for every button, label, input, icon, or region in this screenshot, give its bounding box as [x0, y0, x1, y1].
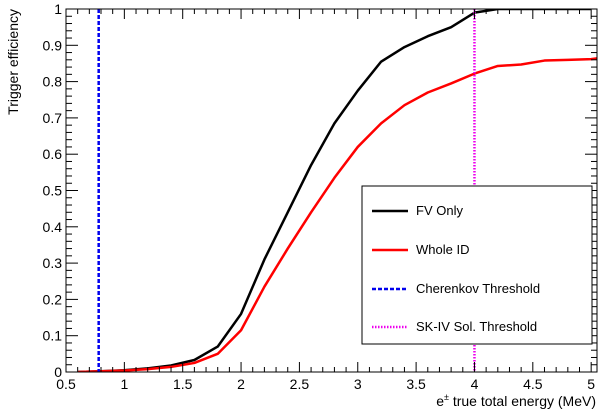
- series-whole-id: [77, 57, 597, 372]
- x-tick-label: 3.5: [406, 376, 426, 392]
- x-tick-label: 5: [587, 376, 595, 392]
- x-axis-title-rest: true total energy (MeV): [449, 393, 596, 409]
- legend-label-fv-only: FV Only: [416, 203, 463, 218]
- x-tick-label: 4.5: [523, 376, 543, 392]
- legend: FV Only Whole ID Cherenkov Threshold SK-…: [361, 185, 593, 345]
- y-tick-label: 0.9: [43, 37, 63, 53]
- y-tick-label: 0.2: [43, 291, 63, 307]
- y-tick-label: 0.6: [43, 146, 63, 162]
- x-tick-label: 4: [471, 376, 479, 392]
- y-tick-label: 0.3: [43, 255, 63, 271]
- y-tick-label: 0.5: [43, 183, 63, 199]
- axis-ticks: [65, 8, 597, 373]
- x-axis-title: e± true total energy (MeV): [436, 392, 596, 409]
- y-axis-title: Trigger efficiency: [5, 9, 21, 115]
- y-tick-label: 0.4: [43, 219, 63, 235]
- legend-label-whole-id: Whole ID: [416, 242, 469, 257]
- x-tick-label: 2: [237, 376, 245, 392]
- x-tick-label: 3: [354, 376, 362, 392]
- x-axis-title-base: e: [436, 393, 444, 409]
- legend-label-cherenkov: Cherenkov Threshold: [416, 281, 540, 296]
- legend-box: [361, 185, 593, 345]
- y-tick-label: 0.8: [43, 74, 63, 90]
- y-tick-label: 1: [54, 1, 62, 17]
- y-tick-label: 0.7: [43, 110, 63, 126]
- y-tick-label: 0.1: [43, 328, 63, 344]
- y-tick-label: 0: [54, 364, 62, 380]
- x-tick-label: 2.5: [290, 376, 310, 392]
- x-tick-label: 1: [120, 376, 128, 392]
- x-tick-label: 0.5: [56, 376, 76, 392]
- x-tick-label: 1.5: [173, 376, 193, 392]
- legend-label-sk-iv: SK-IV Sol. Threshold: [416, 319, 537, 334]
- tick-labels: 0.5 1 1.5 2 2.5 3 3.5 4 4.5 5 0 0.1 0.2 0.3 0.4 0.5 0.6 0…: [43, 1, 596, 392]
- x-axis-title-superscript: ±: [444, 392, 449, 402]
